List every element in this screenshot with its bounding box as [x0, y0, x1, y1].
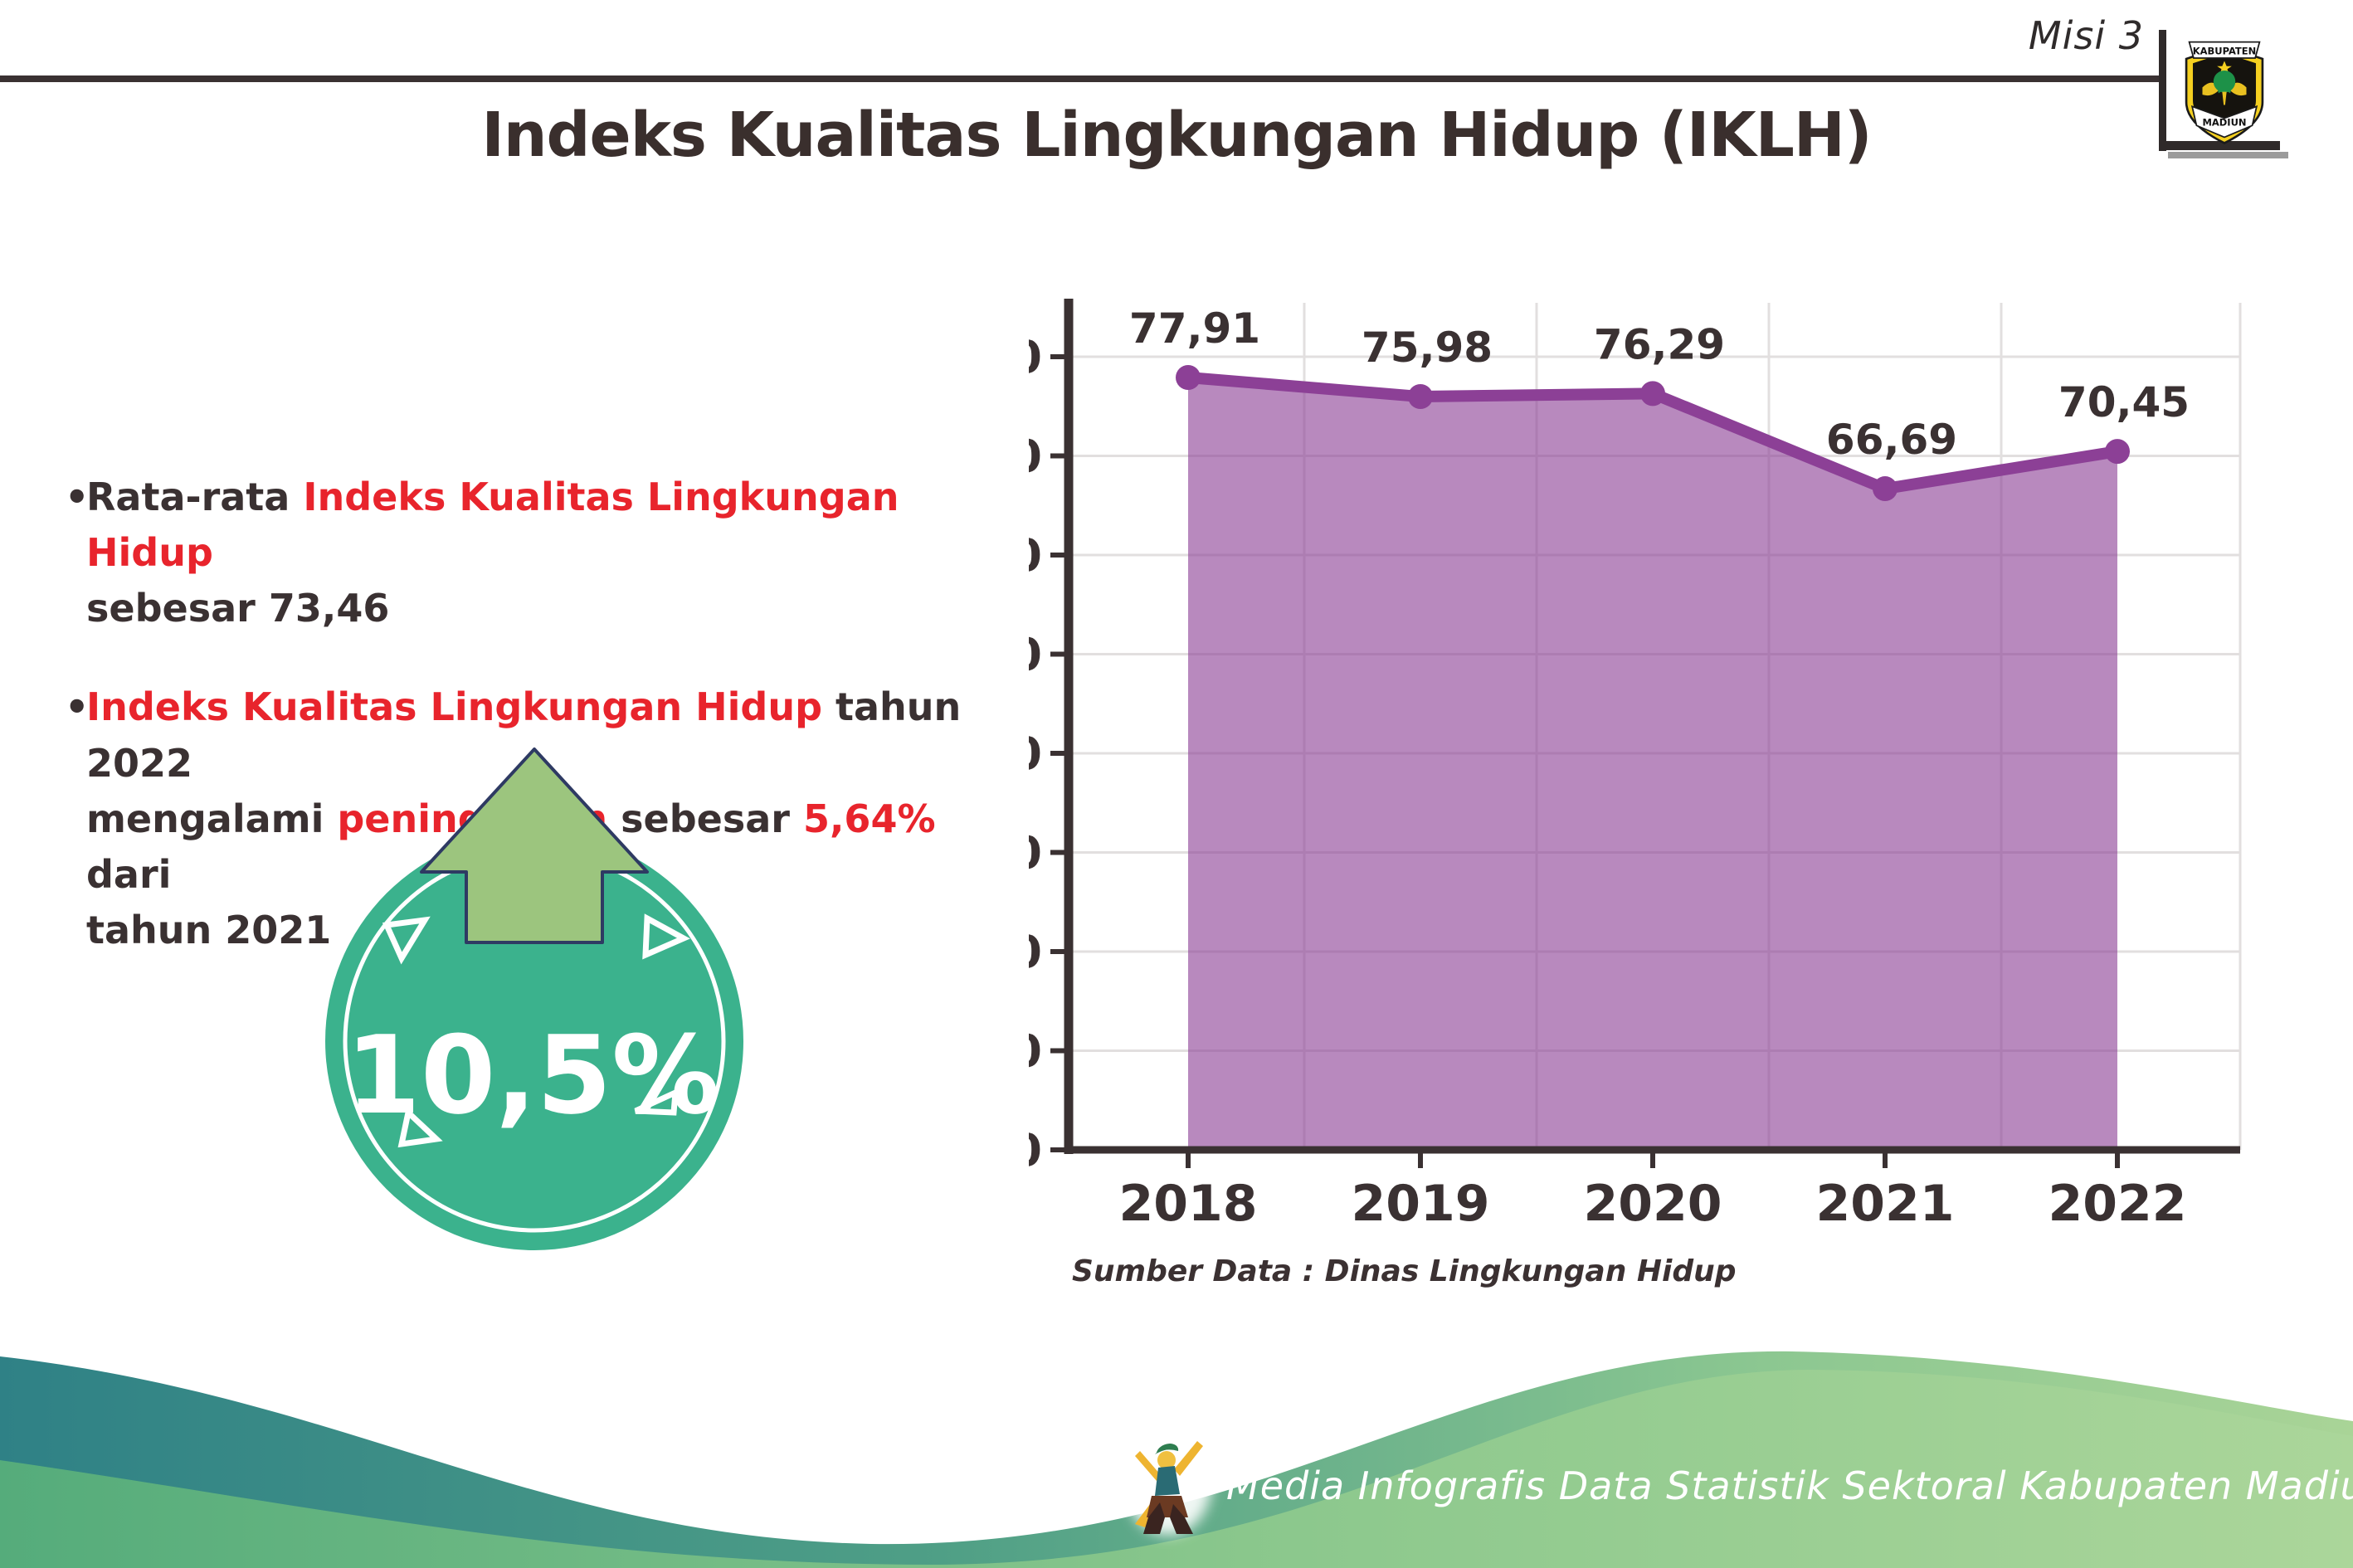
logo-frame-horizontal	[2159, 141, 2280, 150]
chart-y-tick-label: 50	[1029, 629, 1042, 681]
chart-point	[1408, 384, 1433, 410]
chart-x-tick-label: 2021	[1816, 1175, 1955, 1233]
chart-x-tick-label: 2020	[1584, 1175, 1722, 1233]
chart-data-label: 77,91	[1129, 304, 1260, 353]
bullet-text: tahun 2022	[86, 684, 962, 786]
logo-frame-vertical	[2159, 30, 2166, 151]
bullet-text: sebesar 73,46	[86, 586, 390, 631]
chart-y-tick-label: 40	[1029, 728, 1042, 780]
source-note: Sumber Data : Dinas Lingkungan Hidup	[1072, 1254, 1737, 1288]
chart-y-tick-label: 60	[1029, 529, 1042, 582]
kabupaten-madiun-logo: KABUPATEN MADIUN	[2185, 41, 2264, 144]
bullet-list: • Rata-rata Indeks Kualitas Lingkungan Hi…	[65, 470, 1027, 1001]
badge-spark-se	[634, 1088, 679, 1116]
chart-point	[1640, 381, 1665, 407]
logo-bottom-text: MADIUN	[2203, 116, 2247, 128]
bullet-text: mengalami	[86, 796, 338, 841]
bullet-line: sebesar 73,46	[86, 581, 1027, 636]
bullet-item-2: • Indeks Kualitas Lingkungan Hidup tahun …	[65, 679, 1027, 958]
chart-x-tick-label: 2019	[1352, 1175, 1490, 1233]
bullet-text-red: Indeks Kualitas Lingkungan Hidup	[86, 475, 899, 576]
chart-point	[1873, 476, 1898, 502]
iklh-area-chart: 0 10 20 30 40 50 60 70 80 2018 2019 2020 2021 2022 77,…	[1029, 299, 2242, 1233]
badge-circle	[325, 832, 743, 1250]
chart-y-tick-label: 20	[1029, 926, 1042, 978]
bullet-dot: •	[65, 684, 90, 730]
chart-data-label: 76,29	[1594, 320, 1725, 368]
badge-spark-nw	[382, 916, 431, 965]
bullet-dot: •	[65, 475, 90, 519]
page-title: Indeks Kualitas Lingkungan Hidup (IKLH)	[481, 100, 1872, 171]
chart-data-label: 66,69	[1826, 416, 1957, 464]
increase-badge: 10,5%	[325, 747, 743, 1250]
header-rule	[0, 75, 2159, 82]
bullet-text: dari	[86, 851, 172, 897]
badge-spark-sw	[397, 1107, 443, 1148]
badge-spark-ne	[642, 913, 690, 960]
bullet-text-red: 5,64%	[802, 796, 936, 841]
footer-wave	[0, 1351, 2353, 1568]
chart-area	[1188, 377, 2117, 1151]
chart-y-tick-label: 70	[1029, 431, 1042, 483]
chart-y-tick-label: 30	[1029, 827, 1042, 879]
chart-y-tick-label: 80	[1029, 331, 1042, 383]
misi-label: Misi 3	[2028, 13, 2144, 58]
logo-top-text: KABUPATEN	[2193, 46, 2256, 57]
chart-point	[1176, 364, 1201, 390]
chart-data-label: 70,45	[2058, 378, 2190, 426]
bullet-text-red: Indeks Kualitas Lingkungan Hidup	[86, 684, 823, 730]
chart-y-tick-label: 10	[1029, 1025, 1042, 1078]
chart-x-tick-label: 2018	[1119, 1175, 1258, 1233]
chart-data-label: 75,98	[1362, 324, 1493, 372]
footer-text: Media Infografis Data Statistik Sektoral…	[1226, 1463, 2353, 1508]
bullet-line: Indeks Kualitas Lingkungan Hidup tahun 2…	[86, 679, 1027, 791]
bullet-text: sebesar	[607, 796, 803, 841]
bullet-text: tahun 2021	[86, 908, 332, 953]
badge-value: 10,5%	[345, 1012, 719, 1138]
chart-point	[2105, 439, 2130, 465]
increase-arrow-icon	[420, 747, 649, 944]
bullet-line: tahun 2021	[86, 903, 1027, 958]
bullet-line: Rata-rata Indeks Kualitas Lingkungan Hid…	[86, 470, 1027, 581]
chart-x-tick-label: 2022	[2049, 1175, 2187, 1233]
bullet-text: Rata-rata	[86, 475, 304, 519]
footer-wave-front	[0, 1370, 2353, 1568]
logo-frame-shadow	[2168, 152, 2288, 158]
mascot-icon	[1125, 1432, 1211, 1535]
bullet-item-1: • Rata-rata Indeks Kualitas Lingkungan Hi…	[65, 470, 1027, 636]
chart-y-tick-label: 0	[1029, 1124, 1042, 1176]
